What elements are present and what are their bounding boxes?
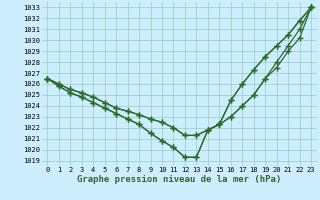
X-axis label: Graphe pression niveau de la mer (hPa): Graphe pression niveau de la mer (hPa) <box>77 175 281 184</box>
